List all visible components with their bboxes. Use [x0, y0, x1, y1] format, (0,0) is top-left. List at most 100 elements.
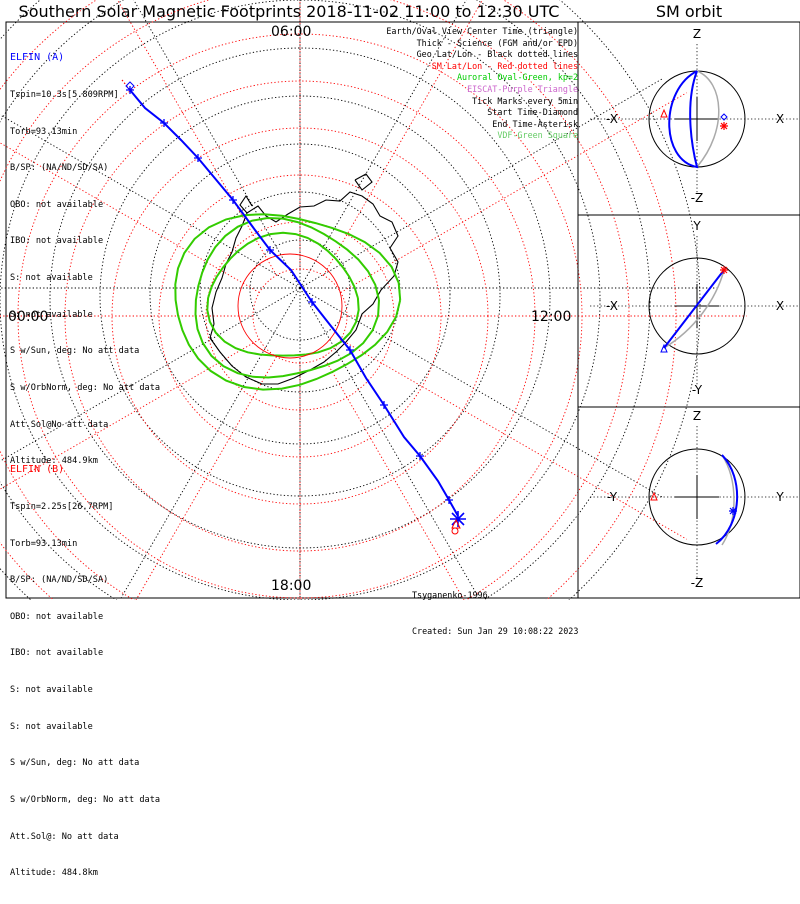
legend-entry: Auroral Oval-Green, kp=2: [456, 72, 578, 83]
earth-circle: [648, 257, 746, 355]
sm-mlt-spoke: [323, 0, 483, 276]
sm-panel-xy: Y -Y -X X: [590, 219, 800, 397]
info-line: B/SP: (NA/ND/SD/SA): [10, 163, 109, 174]
panel-label-h-pos: Y: [775, 490, 784, 504]
info-line: S w/OrbNorm, deg: No att data: [10, 382, 161, 393]
orbit-end-asterisk: [720, 266, 728, 274]
geo-lat-circle: [99, 95, 501, 497]
sm-mlt-spoke: [117, 0, 277, 276]
sm-panel-xz: Z -Z -X X: [590, 27, 800, 205]
orbit-end-asterisk: [720, 122, 728, 130]
geo-meridian: [0, 287, 301, 462]
geo-lat-circle: [0, 0, 701, 600]
antarctica-coastline: [209, 173, 399, 385]
sm-panel-yz: Z -Z -Y Y: [590, 409, 800, 590]
track-tick: [380, 401, 388, 409]
clock-label-left: 00:00: [8, 309, 49, 325]
track-end-marker: [451, 527, 459, 535]
legend-entry: End Time-Asterisk: [492, 118, 578, 129]
info-line: Altitude: 484.9km: [10, 456, 98, 467]
geo-meridian: [299, 0, 467, 289]
sm-orbit-panels: Z -Z -X X Y -Y -X X Z -Z -Y Y: [590, 27, 800, 590]
legend-entry: SM Lat/Lon - Red dotted lines: [431, 60, 578, 71]
panel-label-h-pos: X: [776, 112, 784, 126]
track-end-asterisk: [450, 511, 466, 527]
info-line: S: not available: [10, 273, 93, 284]
info-line: Att.Sol@No att data: [10, 419, 109, 430]
chart-title: Southern Solar Magnetic Footprints 2018-…: [18, 2, 560, 21]
info-line: IBO: not available: [10, 648, 104, 659]
orbit-shadow: [721, 454, 735, 546]
info-line: OBO: not available: [10, 611, 104, 622]
elfin-b-info: ELFIN (B) Tspin=2.25s[26.7RPM] Torb=93.1…: [10, 440, 160, 904]
panel-label-v-neg: -Y: [692, 383, 703, 397]
elfin-a-info: ELFIN (A) Tspin=10.3s[5.809RPM] Torb=93.…: [10, 28, 160, 492]
track-tick: [308, 298, 316, 306]
geo-meridian: [119, 287, 301, 600]
info-line: S: not available: [10, 685, 93, 696]
panel-label-h-neg: -X: [606, 112, 618, 126]
oval-poleward: [206, 231, 360, 357]
sm-panel-yz: [577, 406, 800, 599]
legend-entry: VDF-Green Square: [497, 130, 578, 141]
legend-entry: Tick Marks every 5min: [472, 95, 578, 106]
info-line: S w/OrbNorm, deg: No att data: [10, 794, 161, 805]
geo-meridian: [299, 287, 664, 499]
orbit-start-diamond: [720, 113, 728, 121]
legend: Earth/Oval View Center Time (triangle) Th…: [386, 26, 578, 142]
orbit-track: [715, 454, 739, 545]
info-line: S: not available: [10, 721, 93, 732]
sm-lat-circle: [158, 174, 442, 458]
info-line: S w/Sun, deg: No att data: [10, 758, 140, 769]
credit: Tsyganenko-1996 Created: Sun Jan 29 10:0…: [412, 565, 578, 661]
sm-pole-circle: [237, 253, 343, 359]
sm-pole-circle-line: [237, 253, 343, 359]
oval-equatorward: [174, 213, 402, 391]
geo-meridian: [299, 287, 481, 600]
geo-meridian: [299, 77, 664, 289]
info-line: Torb=93.13min: [10, 538, 78, 549]
legend-entry: EISCAT-Purple Triangle: [467, 83, 578, 94]
credit-author: Tsyganenko-1996: [412, 590, 488, 600]
geo-lat-circle: [0, 0, 601, 600]
footprint-track: [129, 89, 459, 517]
orbit-track: [668, 70, 699, 169]
orbit-start-triangle: [660, 108, 668, 118]
track-start-diamond: [125, 81, 135, 91]
elfin-a-header: ELFIN (A): [10, 52, 65, 64]
orbit-shadow: [663, 269, 725, 349]
sm-mlt-spoke: [0, 339, 260, 490]
panel-label-h-neg: -X: [606, 299, 618, 313]
credit-created: Created: Sun Jan 29 10:08:22 2023: [412, 626, 579, 636]
oval-middle: [194, 216, 380, 379]
info-line: S: not available: [10, 309, 93, 320]
earth-circle: [648, 448, 746, 546]
track-tick: [416, 452, 424, 460]
track-tick: [266, 246, 274, 254]
panel-label-v-pos: Z: [693, 409, 701, 423]
sm-mlt-spoke: [323, 356, 465, 600]
info-line: Torb=93.13min: [10, 126, 78, 137]
legend-entry: Start Time-Diamond: [487, 107, 578, 118]
sm-lat-lon-grid: [0, 0, 747, 600]
panel-label-v-neg: -Z: [691, 576, 704, 590]
clock-label-right: 12:00: [531, 309, 572, 325]
orbit-start-triangle: [650, 491, 658, 501]
orbit-track: [663, 269, 725, 349]
panel-label-h-pos: X: [776, 299, 784, 313]
panel-label-v-pos: Y: [692, 219, 701, 233]
sm-mlt-spoke: [135, 356, 277, 600]
auroral-oval: [174, 213, 402, 391]
legend-entry: Thick - Science (FGM and/or EPD): [416, 37, 578, 48]
info-line: IBO: not available: [10, 236, 104, 247]
polar-map: Z -Z -X X Y -Y -X X Z -Z -Y Y: [0, 0, 800, 600]
panel-label-v-neg: -Z: [691, 191, 704, 205]
elfin-b-header: ELFIN (B): [10, 464, 65, 476]
info-line: B/SP: (NA/ND/SD/SA): [10, 575, 109, 586]
orbit-end-asterisk: [729, 507, 737, 515]
sm-lat-circle: [64, 80, 536, 552]
info-line: OBO: not available: [10, 199, 104, 210]
panel-label-h-neg: -Y: [607, 490, 618, 504]
figure: Southern Solar Magnetic Footprints 2018-…: [0, 0, 800, 878]
info-line: Tspin=2.25s[26.7RPM]: [10, 502, 114, 513]
